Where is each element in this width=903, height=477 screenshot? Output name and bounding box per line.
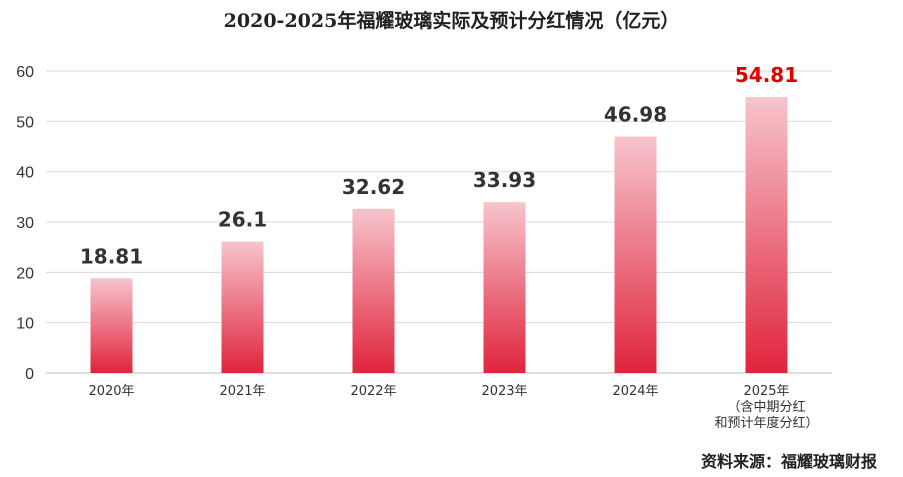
value-label: 46.98 bbox=[604, 103, 667, 127]
value-label: 33.93 bbox=[473, 168, 536, 192]
bar bbox=[614, 136, 657, 373]
y-tick-label: 60 bbox=[16, 64, 34, 81]
chart-title: 2020-2025年福耀玻璃实际及预计分红情况（亿元） bbox=[223, 10, 680, 32]
bar bbox=[221, 241, 264, 373]
y-tick-label: 40 bbox=[16, 165, 34, 182]
x-axis-ticks: 2020年 2021年 2022年 2023年 2024年 2025年（含中期分红和预计年… bbox=[88, 384, 818, 431]
x-tick-label: 2020年 bbox=[88, 384, 134, 399]
x-tick-label: 2023年 bbox=[481, 384, 527, 399]
x-tick-label-line: 2021年 bbox=[219, 384, 265, 399]
value-labels: 18.81 26.1 32.62 33.93 46.98 54.81 bbox=[80, 63, 798, 268]
value-label: 54.81 bbox=[735, 63, 798, 87]
x-tick-label-line: 2025年 bbox=[743, 384, 789, 399]
value-label: 18.81 bbox=[80, 244, 143, 268]
x-tick-label-line: 2024年 bbox=[612, 384, 658, 399]
bar bbox=[352, 208, 395, 373]
y-tick-label: 50 bbox=[16, 114, 34, 131]
x-tick-label: 2024年 bbox=[612, 384, 658, 399]
x-tick-label-line: 2020年 bbox=[88, 384, 134, 399]
bar bbox=[90, 278, 133, 373]
value-label: 32.62 bbox=[342, 175, 405, 199]
source-note: 资料来源：福耀玻璃财报 bbox=[700, 452, 877, 471]
x-tick-label-line: 2023年 bbox=[481, 384, 527, 399]
gridlines bbox=[46, 70, 832, 374]
y-tick-label: 20 bbox=[16, 265, 34, 282]
y-tick-label: 0 bbox=[25, 366, 34, 383]
bar bbox=[745, 97, 788, 374]
x-tick-label: 2022年 bbox=[350, 384, 396, 399]
bar bbox=[483, 202, 526, 373]
value-label: 26.1 bbox=[218, 208, 267, 232]
x-tick-label-line: 2022年 bbox=[350, 384, 396, 399]
x-tick-label: 2021年 bbox=[219, 384, 265, 399]
x-tick-label-line: 和预计年度分红） bbox=[714, 415, 818, 431]
x-tick-label-line: （含中期分红 bbox=[727, 399, 805, 415]
y-tick-label: 30 bbox=[16, 215, 34, 232]
y-axis-ticks: 0 10 20 30 40 50 60 bbox=[16, 64, 34, 383]
y-tick-label: 10 bbox=[16, 316, 34, 333]
bars bbox=[90, 97, 788, 374]
x-tick-label: 2025年（含中期分红和预计年度分红） bbox=[714, 384, 818, 431]
